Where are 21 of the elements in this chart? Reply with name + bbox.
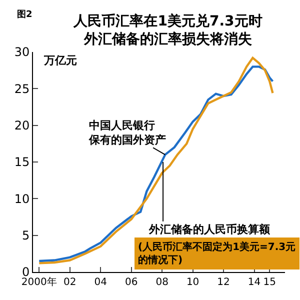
x-tick-label: 2000年: [21, 276, 57, 288]
x-tick-label: 06: [124, 277, 138, 288]
x-tick-label: 10: [186, 277, 200, 288]
y-tick-label: 20: [14, 118, 30, 133]
series-label: 中国人民银行保有的国外资产: [88, 119, 166, 146]
x-tick-label: 12: [217, 277, 230, 288]
x-tick-label: 04: [94, 277, 107, 288]
x-tick-label: 02: [64, 277, 76, 288]
chart-title: 人民币汇率在1美元兑7.3元时外汇储备的汇率损失将消失: [72, 12, 262, 48]
caption: 图2: [17, 9, 32, 20]
y-tick-label: 15: [14, 155, 30, 170]
y-tick-label: 5: [22, 228, 30, 243]
series-label: 外汇储备的人民币换算额: [148, 223, 271, 236]
y-tick-label: 30: [14, 45, 30, 60]
annotation: (人民币汇率不固定为1美元=7.3元的情况下): [138, 241, 296, 266]
y-axis-title: 万亿元: [43, 54, 77, 67]
y-tick-label: 25: [14, 82, 30, 96]
x-tick-label: 14: [248, 277, 261, 288]
x-tick-label: 15: [263, 277, 276, 288]
x-tick-label: 08: [156, 277, 168, 288]
y-tick-label: 10: [14, 192, 30, 206]
